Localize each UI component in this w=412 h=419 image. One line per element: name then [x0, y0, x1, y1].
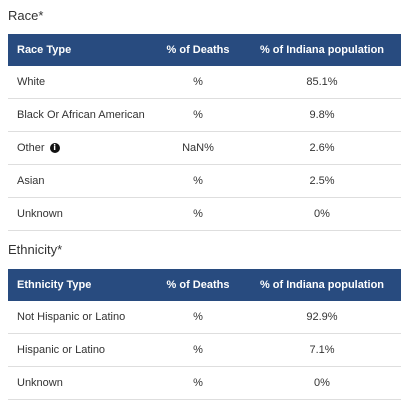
table-row: White % 85.1%	[8, 66, 401, 99]
race-table: Race Type % of Deaths % of Indiana popul…	[8, 34, 401, 231]
deaths-cell: %	[153, 301, 243, 334]
population-cell: 9.8%	[243, 98, 401, 132]
population-cell: 2.6%	[243, 131, 401, 165]
deaths-cell: %	[153, 66, 243, 99]
race-type-cell-other: Other i	[8, 131, 153, 165]
ethnicity-type-cell: Unknown	[8, 366, 153, 400]
ethnicity-deaths-header: % of Deaths	[166, 279, 230, 291]
population-cell: 85.1%	[243, 66, 401, 99]
ethnicity-type-cell: Not Hispanic or Latino	[8, 301, 153, 334]
race-section-title: Race*	[8, 8, 44, 23]
race-type-cell: White	[8, 66, 153, 99]
deaths-cell: %	[153, 197, 243, 231]
deaths-cell: %	[153, 164, 243, 198]
table-row: Black Or African American % 9.8%	[8, 98, 401, 132]
ethnicity-table: Ethnicity Type % of Deaths % of Indiana …	[8, 269, 401, 400]
race-deaths-header: % of Deaths	[166, 44, 230, 56]
race-type-cell: Asian	[8, 164, 153, 198]
table-row: Other i NaN% 2.6%	[8, 131, 401, 165]
deaths-cell: %	[153, 98, 243, 132]
race-type-label: Other	[17, 142, 45, 154]
ethnicity-population-header: % of Indiana population	[259, 279, 385, 291]
table-row: Not Hispanic or Latino % 92.9%	[8, 301, 401, 334]
population-cell: 2.5%	[243, 164, 401, 198]
table-row: Asian % 2.5%	[8, 164, 401, 198]
race-population-header: % of Indiana population	[259, 44, 385, 56]
ethnicity-type-header: Ethnicity Type	[17, 279, 92, 291]
population-cell: 0%	[243, 197, 401, 231]
deaths-cell: NaN%	[153, 131, 243, 165]
deaths-cell: %	[153, 366, 243, 400]
race-table-header: Race Type % of Deaths % of Indiana popul…	[8, 34, 401, 66]
ethnicity-type-cell: Hispanic or Latino	[8, 333, 153, 367]
table-row: Unknown % 0%	[8, 197, 401, 231]
table-row: Unknown % 0%	[8, 366, 401, 400]
race-type-header: Race Type	[17, 44, 72, 56]
table-row: Hispanic or Latino % 7.1%	[8, 333, 401, 367]
ethnicity-section-title: Ethnicity*	[8, 242, 63, 257]
population-cell: 7.1%	[243, 333, 401, 367]
info-icon[interactable]: i	[49, 143, 60, 154]
race-type-cell: Black Or African American	[8, 98, 153, 132]
deaths-cell: %	[153, 333, 243, 367]
ethnicity-table-header: Ethnicity Type % of Deaths % of Indiana …	[8, 269, 401, 301]
race-type-cell: Unknown	[8, 197, 153, 231]
population-cell: 0%	[243, 366, 401, 400]
population-cell: 92.9%	[243, 301, 401, 334]
